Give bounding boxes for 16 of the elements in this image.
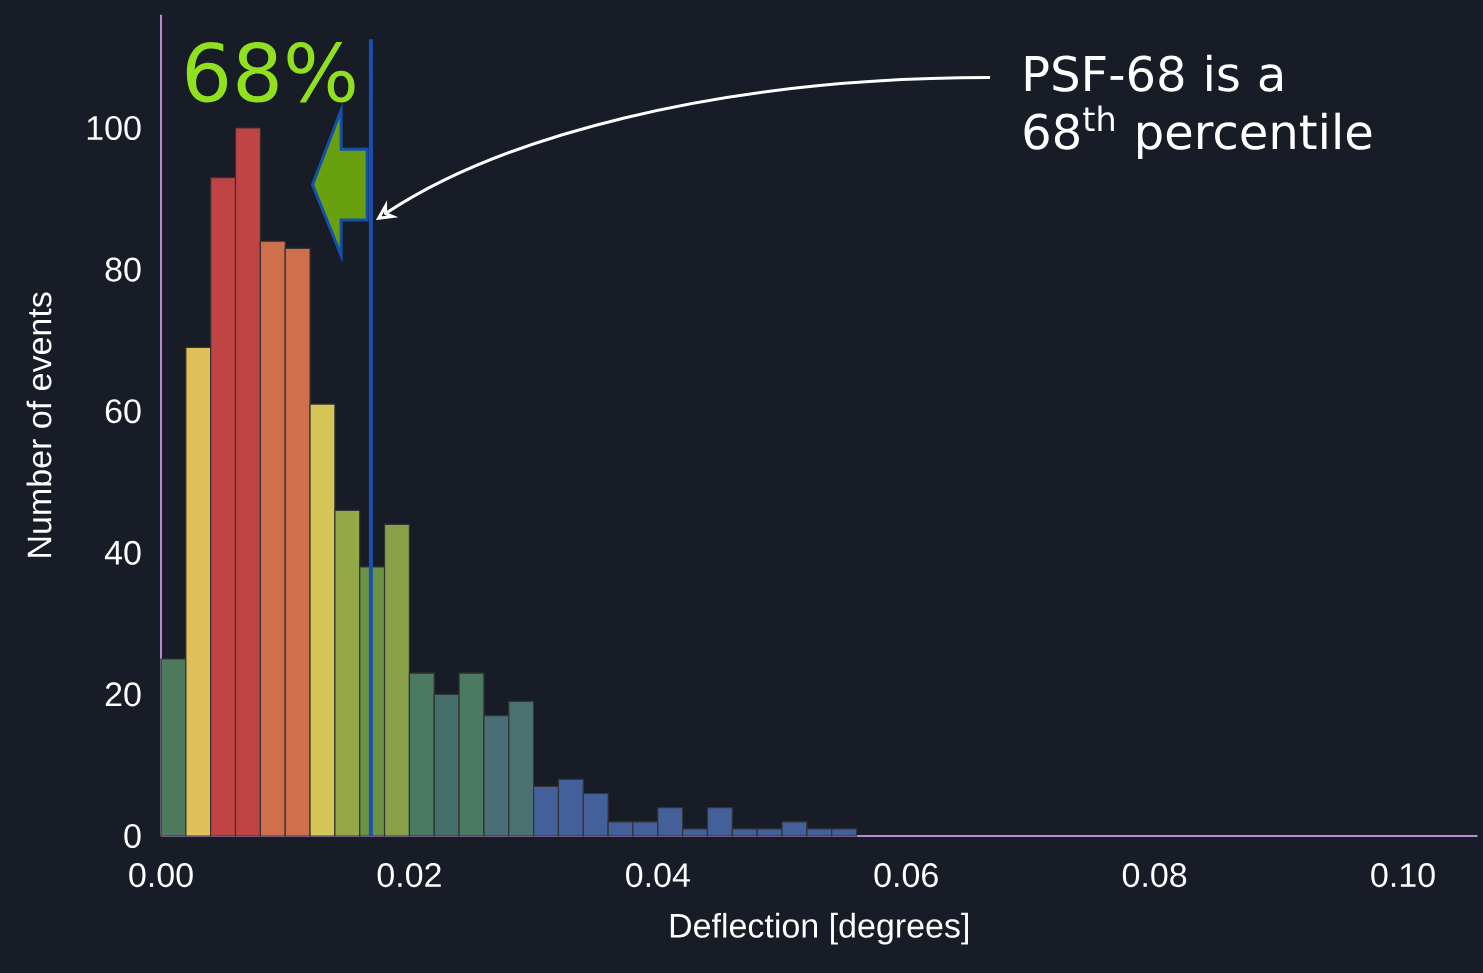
x-tick-label: 0.02 — [377, 863, 441, 888]
y-tick-label: 20 — [105, 682, 141, 707]
annotation: PSF-68 is a 68$^{th}$ percentile — [1024, 54, 1372, 160]
y-tick-label: 100 — [87, 115, 141, 141]
x-tick-label: 0.04 — [626, 863, 690, 888]
y-tick-label: 40 — [104, 540, 141, 565]
y-axis-title: Number of events — [26, 292, 52, 557]
y-tick-label: 60 — [105, 399, 141, 424]
y-tick-label: 80 — [105, 257, 141, 282]
x-tick-label: 0.08 — [1122, 863, 1187, 888]
x-tick-label: 0.00 — [129, 863, 193, 888]
x-tick-label: 0.06 — [874, 863, 938, 888]
x-tick-label: 0.10 — [1371, 863, 1435, 888]
y-tick-label: 0 — [124, 823, 141, 849]
annotation: 68% — [186, 41, 355, 103]
x-axis-title: Deflection [degrees] — [670, 912, 968, 945]
